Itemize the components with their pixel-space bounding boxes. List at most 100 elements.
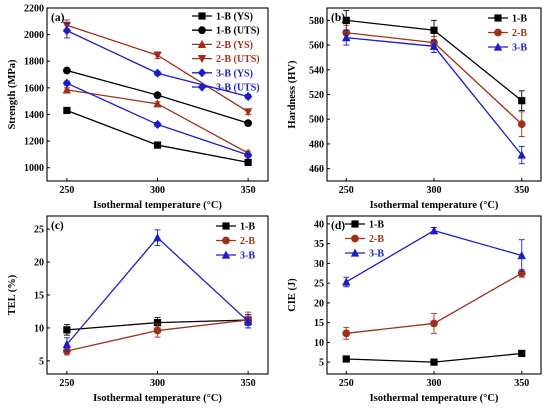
- legend-marker: [197, 82, 207, 92]
- legend-label: 2-B (UTS): [216, 54, 260, 65]
- legend-label: 3-B: [369, 249, 384, 260]
- legend-marker: [494, 14, 502, 22]
- panel-b: 460 480 500 520 540 560 580 250 300 350 Isothermal…: [287, 7, 542, 211]
- data-point: [430, 358, 438, 366]
- legend: 1-B 2-B 3-B: [345, 220, 384, 260]
- data-point: [63, 326, 71, 334]
- legend: 1-B 2-B 3-B: [216, 222, 255, 262]
- y-tick-label: 20: [34, 258, 44, 269]
- y-axis-label: TEL (%): [7, 274, 18, 315]
- data-point: [342, 16, 350, 24]
- y-tick-label: 1400: [24, 110, 44, 121]
- y-tick-label: 580: [309, 16, 324, 27]
- y-tick-label: 560: [309, 41, 324, 52]
- legend-marker: [197, 39, 207, 48]
- legend-marker: [350, 248, 360, 257]
- x-tick-label: 250: [59, 378, 74, 389]
- data-point: [153, 99, 162, 108]
- panel-a: 1000 1200 1400 1600 1800 2000 2200 250 300 350 Iso…: [7, 4, 269, 211]
- x-tick-label: 300: [150, 185, 165, 196]
- data-point: [153, 319, 162, 327]
- y-tick-label: 1200: [24, 137, 44, 148]
- panel-label: (d): [331, 220, 345, 232]
- plot-frame: [326, 215, 542, 375]
- x-axis-label: Isothermal temperature (°C): [370, 200, 499, 211]
- y-tick-label: 500: [309, 115, 324, 126]
- data-point: [342, 329, 351, 338]
- data-point: [62, 66, 71, 75]
- series-3-b: [342, 29, 526, 165]
- legend-label: 1-B: [369, 220, 384, 231]
- data-point: [342, 355, 350, 363]
- x-tick-label: 300: [427, 185, 442, 196]
- series-1-b-uts: [62, 66, 253, 128]
- data-point: [243, 316, 253, 325]
- data-point: [62, 26, 72, 36]
- y-tick-label: 25: [314, 279, 324, 290]
- data-point: [243, 91, 253, 102]
- x-tick-label: 250: [59, 185, 74, 196]
- x-axis-label: Isothermal temperature (°C): [370, 393, 499, 404]
- legend-label: 3-B: [512, 43, 527, 54]
- legend-label: 3-B (YS): [216, 68, 253, 79]
- series-2-b: [342, 268, 526, 340]
- legend-marker: [222, 222, 230, 230]
- data-point: [153, 68, 162, 78]
- series-3-b: [342, 226, 526, 288]
- legend: 1-B (YS) 1-B (UTS) 2-B (YS) 2-B (UTS) 3-B (Y…: [192, 12, 260, 94]
- series-line: [66, 109, 249, 164]
- series-1-b: [342, 10, 526, 112]
- x-tick-label: 300: [150, 378, 165, 389]
- legend-marker: [198, 26, 206, 35]
- data-point: [342, 277, 351, 286]
- y-tick-label: 2200: [24, 4, 44, 15]
- x-tick-label: 350: [241, 185, 256, 196]
- series-1-b: [342, 349, 526, 366]
- y-tick-label: 1800: [24, 57, 44, 68]
- y-tick-label: 40: [314, 219, 324, 230]
- y-tick-label: 25: [34, 225, 44, 236]
- x-tick-label: 250: [339, 185, 354, 196]
- data-point: [244, 158, 252, 166]
- data-point: [429, 41, 439, 50]
- series-1-b-ys: [63, 106, 252, 166]
- data-point: [518, 97, 526, 105]
- x-tick-label: 300: [427, 378, 442, 389]
- x-tick-label: 350: [241, 378, 256, 389]
- data-point: [430, 319, 438, 328]
- data-point: [153, 233, 162, 242]
- legend-label: 1-B: [240, 222, 255, 233]
- legend-marker: [222, 236, 230, 245]
- y-tick-label: 540: [309, 65, 324, 76]
- data-point: [153, 119, 162, 130]
- y-axis-label: Hardness (HV): [287, 60, 298, 128]
- y-tick-label: 5: [39, 356, 44, 367]
- series-3-b-uts: [62, 22, 253, 102]
- y-tick-label: 15: [314, 318, 324, 329]
- legend-label: 1-B (YS): [216, 12, 253, 23]
- legend-marker: [197, 55, 207, 64]
- x-axis-label: Isothermal temperature (°C): [93, 200, 222, 211]
- data-point: [62, 85, 72, 94]
- panel-label: (b): [331, 12, 345, 24]
- y-tick-label: 5: [319, 358, 324, 369]
- x-tick-label: 350: [514, 185, 529, 196]
- data-point: [62, 339, 72, 348]
- legend-marker: [198, 12, 206, 20]
- y-tick-label: 520: [309, 90, 324, 101]
- x-axis-label: Isothermal temperature (°C): [93, 393, 222, 404]
- series-line: [346, 37, 523, 156]
- legend-label: 2-B: [369, 234, 384, 245]
- y-tick-label: 30: [314, 259, 324, 270]
- legend-label: 3-B: [240, 251, 255, 262]
- data-point: [153, 326, 162, 335]
- y-tick-label: 2000: [24, 30, 44, 41]
- data-point: [517, 120, 526, 129]
- legend-label: 1-B (UTS): [216, 26, 260, 37]
- y-tick-label: 460: [309, 164, 324, 175]
- data-point: [430, 26, 438, 34]
- data-point: [63, 106, 71, 115]
- legend-marker: [493, 42, 503, 51]
- panel-label: (c): [51, 220, 64, 232]
